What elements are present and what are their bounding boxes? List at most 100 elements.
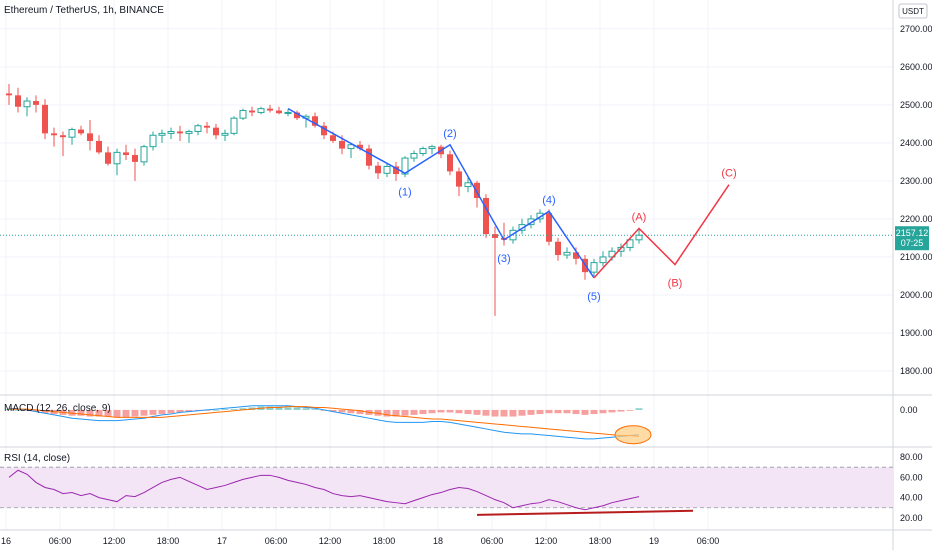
candle-body-down <box>132 155 138 162</box>
candle-body-down <box>276 110 282 114</box>
candle-body-down <box>213 127 219 136</box>
candle-body-down <box>447 154 453 172</box>
symbol-title[interactable]: Ethereum / TetherUS, 1h, BINANCE <box>4 5 164 16</box>
rsi-axis-tick: 60.00 <box>900 472 923 482</box>
bar-countdown: 07:25 <box>901 238 924 248</box>
macd-signal-line <box>9 406 640 437</box>
candle-body-up <box>284 111 292 114</box>
candle-body-down <box>573 252 579 259</box>
macd-histogram-bar <box>167 409 175 414</box>
candle-body-down <box>87 133 93 141</box>
macd-histogram-bar <box>410 409 418 415</box>
macd-histogram-bar <box>554 409 562 414</box>
time-axis-tick: 12:00 <box>103 536 126 546</box>
candle-body-down <box>60 135 66 138</box>
rsi-title[interactable]: RSI (14, close) <box>4 453 70 464</box>
macd-histogram-bar <box>356 409 364 415</box>
candle-body-up <box>23 100 31 108</box>
candle-body-down <box>483 198 489 235</box>
macd-histogram-bar <box>284 407 292 410</box>
macd-histogram-bar <box>545 409 553 414</box>
candle-body-up <box>194 125 202 132</box>
macd-histogram-bar <box>275 406 283 410</box>
macd-title[interactable]: MACD (12, 26, close, 9) <box>4 403 111 414</box>
candle-body-down <box>366 148 372 166</box>
time-axis-tick: 18 <box>433 536 443 546</box>
time-axis-tick: 06:00 <box>49 536 72 546</box>
correction-wave-line <box>593 184 730 279</box>
price-axis-tick: 2700.00 <box>900 24 932 34</box>
macd-histogram-bar <box>347 409 355 414</box>
candle-body-up <box>518 224 526 231</box>
macd-histogram-bar <box>158 409 166 415</box>
macd-histogram-bar <box>635 408 643 410</box>
time-axis-tick: 17 <box>217 536 227 546</box>
macd-histogram-bar <box>95 409 103 417</box>
macd-crossover-highlight <box>614 425 652 445</box>
price-axis-tick: 1900.00 <box>900 328 932 338</box>
macd-histogram-bar <box>473 409 481 415</box>
axes: 2700.00 2600.00 2500.00 2400.00 2300.00 2200.… <box>1 24 932 546</box>
macd-histogram-bar <box>590 409 598 415</box>
candle-body-up <box>158 132 166 136</box>
candle-body-down <box>177 131 183 134</box>
time-axis-tick: 19 <box>649 536 659 546</box>
macd-histogram-bar <box>482 409 490 416</box>
macd-histogram-bar <box>599 409 607 414</box>
candle-body-up <box>590 262 598 273</box>
time-axis-tick: 18:00 <box>589 536 612 546</box>
currency-badge-label: USDT <box>902 7 924 16</box>
candle-body-down <box>33 101 39 105</box>
macd-histogram-bar <box>491 409 499 417</box>
candle-body-down <box>96 140 102 153</box>
macd-histogram-bar <box>221 409 229 410</box>
macd-histogram-bar <box>32 409 40 412</box>
macd-histogram-bar <box>446 409 454 413</box>
macd-histogram-bar <box>266 406 274 410</box>
candle-body-down <box>204 125 210 128</box>
impulse-wave-label: (4) <box>542 194 555 206</box>
impulse-wave-label: (3) <box>497 253 510 265</box>
time-axis-tick: 06:00 <box>265 536 288 546</box>
macd-histogram-bar <box>563 409 571 414</box>
candle-body-down <box>546 213 552 242</box>
macd-histogram-bar <box>338 409 346 413</box>
macd-histogram-bar <box>14 409 22 411</box>
macd-histogram-bar <box>86 409 94 417</box>
macd-histogram-bar <box>113 409 121 418</box>
candle-body-up <box>140 146 148 163</box>
candle-body-up <box>167 130 175 134</box>
candle-body-up <box>149 134 157 148</box>
macd-histogram-bar <box>212 409 220 411</box>
correction-wave-label: (A) <box>632 211 647 223</box>
candle-body-down <box>321 125 327 136</box>
last-price-value: 2157.12 <box>896 228 929 238</box>
candle-body-up <box>257 108 265 113</box>
correction-wave-label: (B) <box>668 278 683 290</box>
price-axis-tick: 1800.00 <box>900 366 932 376</box>
candle-body-down <box>42 104 48 134</box>
macd-histogram-bar <box>302 408 310 410</box>
candle-body-up <box>185 130 193 134</box>
time-axis-tick: 18:00 <box>157 536 180 546</box>
candle-body-down <box>375 165 381 174</box>
macd-histogram-bar <box>527 409 535 415</box>
macd-pane <box>5 405 652 445</box>
time-axis-tick: 12:00 <box>319 536 342 546</box>
rsi-axis-tick: 20.00 <box>900 513 923 523</box>
candle-body-down <box>339 140 345 149</box>
candle-body-down <box>492 234 498 238</box>
currency-badge[interactable] <box>898 3 928 19</box>
macd-histogram-bar <box>419 409 427 415</box>
candle-body-up <box>419 148 427 155</box>
macd-histogram-bar <box>140 409 148 416</box>
impulse-wave-label: (5) <box>587 291 600 303</box>
macd-histogram-bar <box>617 409 625 412</box>
macd-histogram-bar <box>536 409 544 415</box>
macd-histogram-bar <box>41 409 49 414</box>
candle-body-down <box>15 95 21 107</box>
candle-body-down <box>6 93 12 96</box>
last-price-badge <box>895 226 929 251</box>
candle-body-up <box>563 251 571 256</box>
